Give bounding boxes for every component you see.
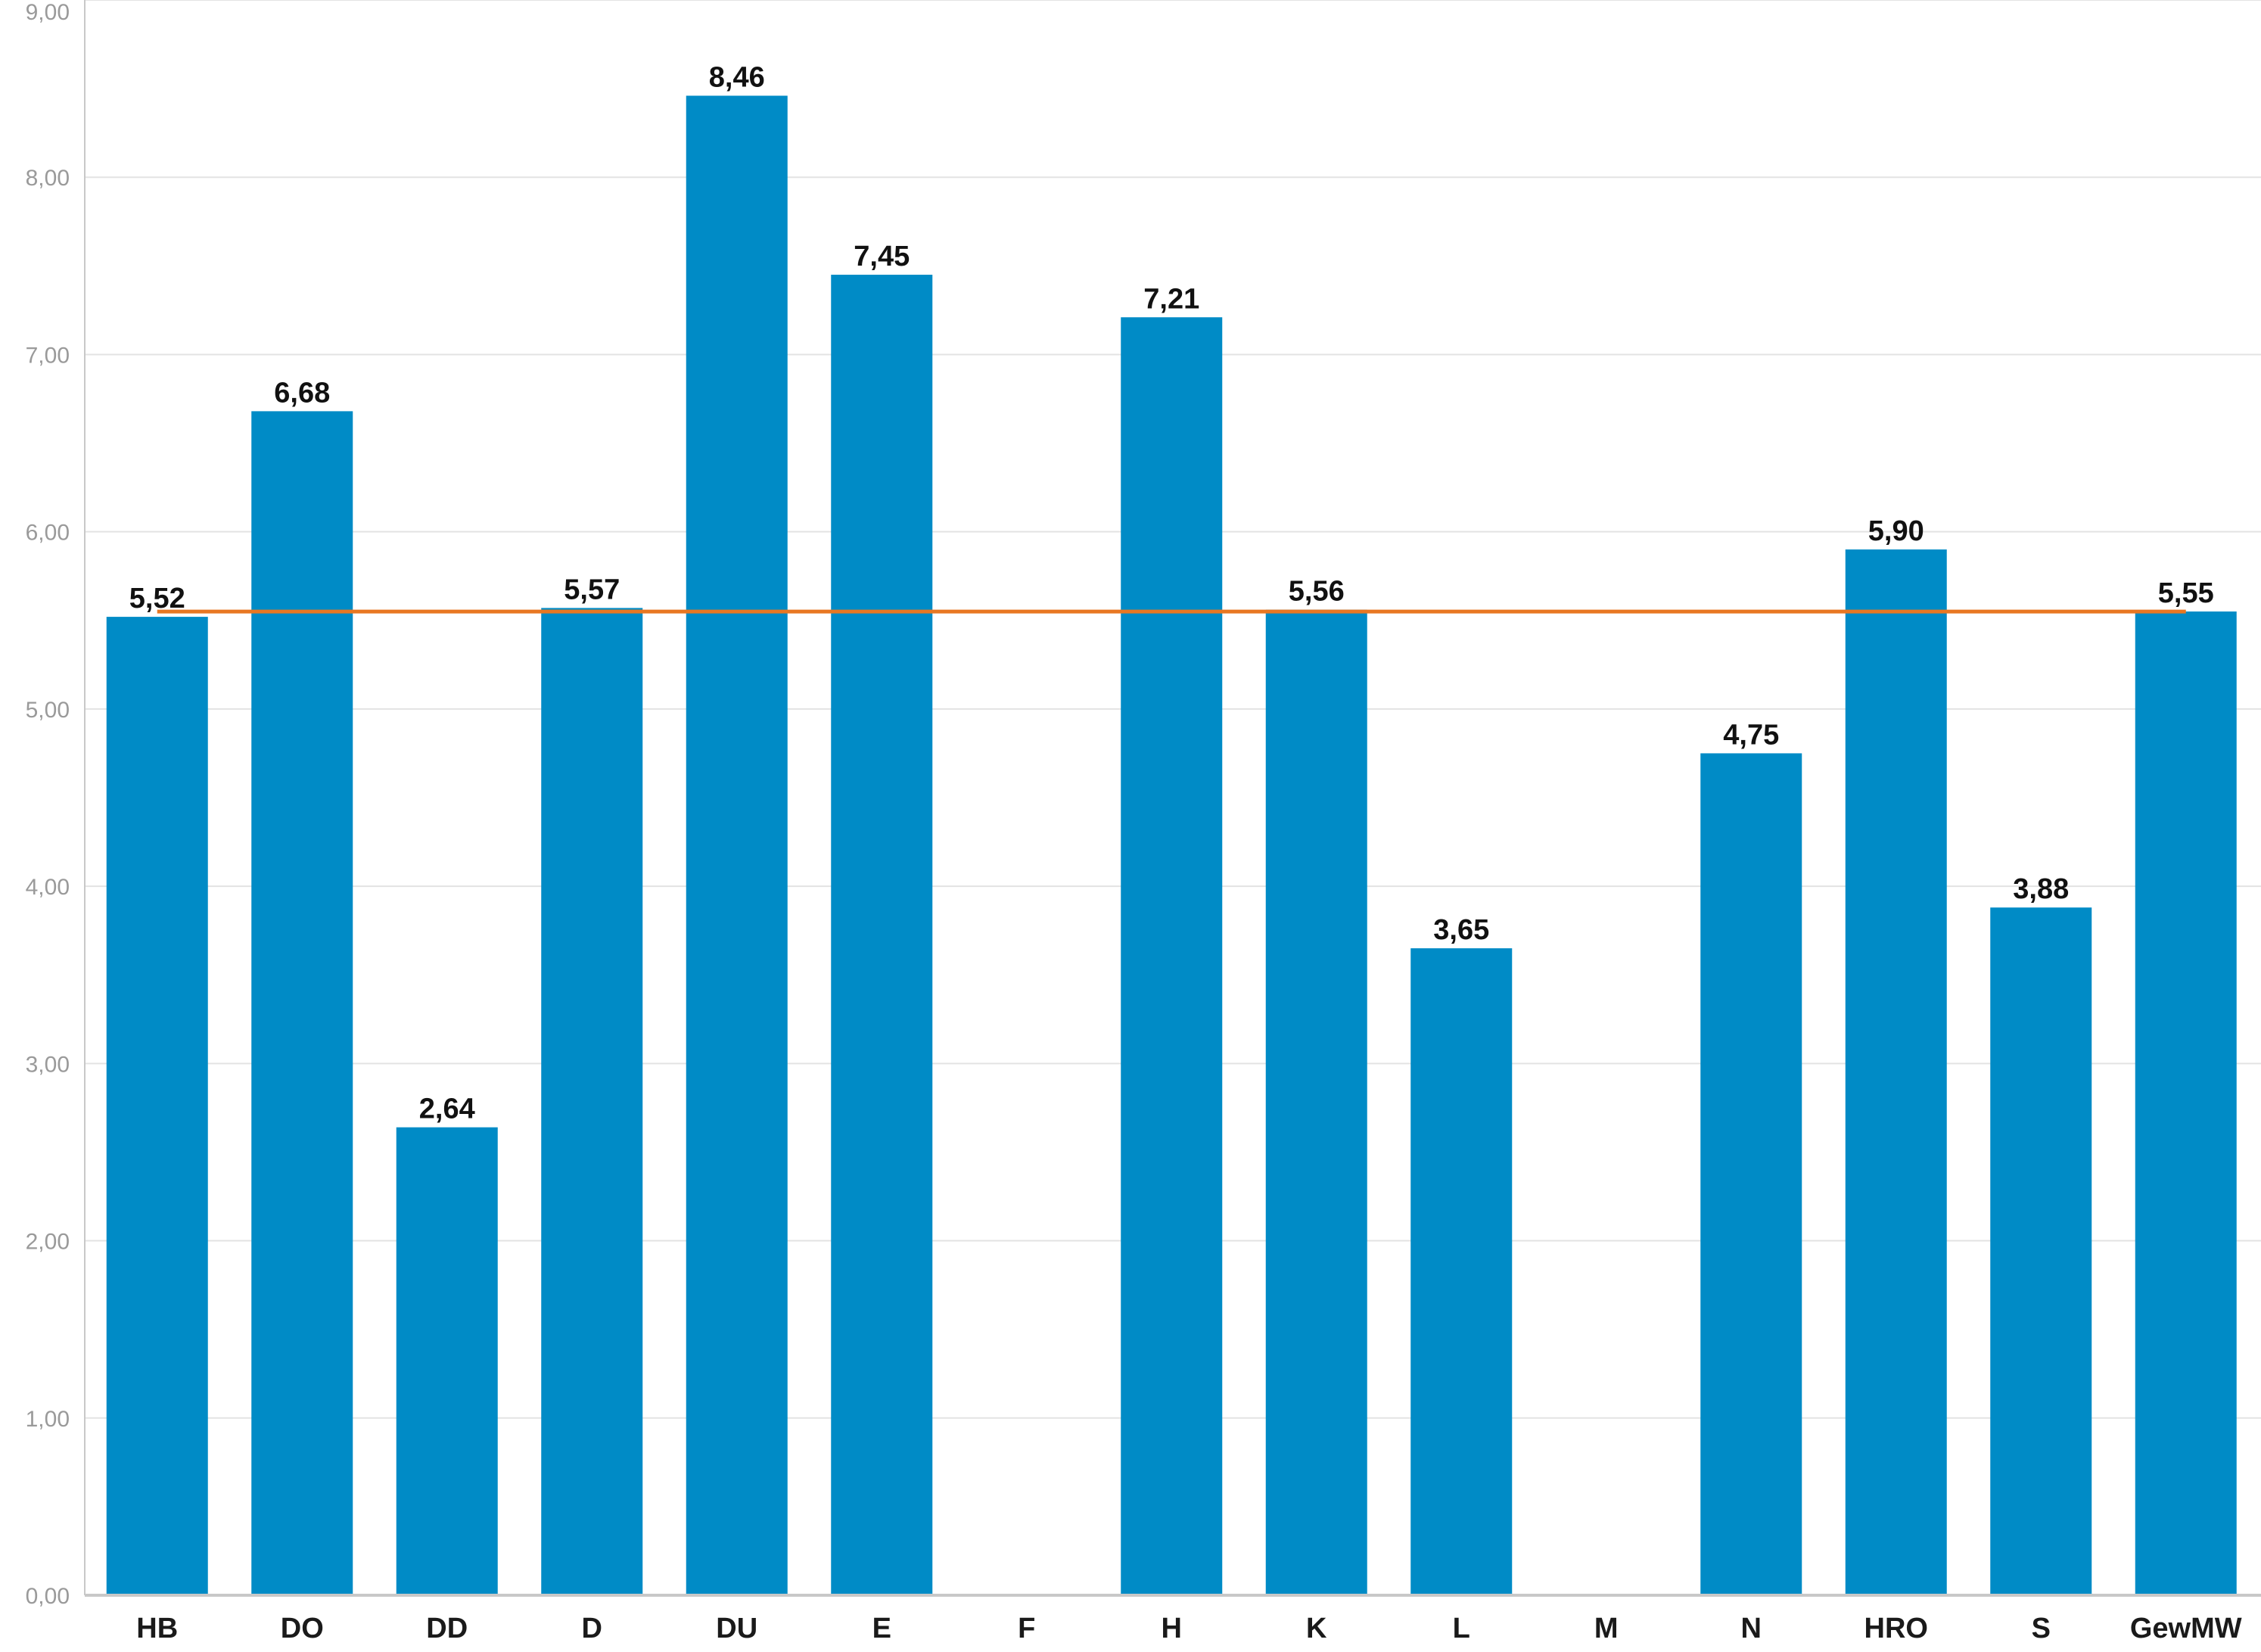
bar-hb — [106, 617, 208, 1596]
data-label: 2,64 — [419, 1094, 475, 1125]
x-tick-label: L — [1453, 1613, 1470, 1644]
y-tick-label: 7,00 — [26, 343, 70, 368]
y-tick-label: 1,00 — [26, 1407, 70, 1432]
x-tick-label: E — [872, 1613, 891, 1644]
data-label: 5,55 — [2158, 577, 2214, 609]
y-tick-label: 3,00 — [26, 1052, 70, 1077]
bar-k — [1265, 609, 1367, 1596]
y-tick-label: 4,00 — [26, 875, 70, 900]
data-label: 7,45 — [854, 241, 910, 272]
bar-l — [1410, 948, 1513, 1595]
x-tick-label: F — [1018, 1613, 1035, 1644]
data-label: 5,52 — [129, 583, 185, 614]
y-tick-label: 6,00 — [26, 521, 70, 546]
y-tick-label: 5,00 — [26, 698, 70, 723]
data-label: 5,57 — [564, 574, 620, 605]
bar-hro — [1845, 549, 1947, 1595]
x-tick-label: HRO — [1864, 1613, 1928, 1644]
data-label: 4,75 — [1723, 719, 1779, 751]
x-tick-label: N — [1741, 1613, 1762, 1644]
bar-h — [1121, 317, 1223, 1595]
bar-e — [831, 275, 933, 1595]
x-tick-label: DD — [426, 1613, 468, 1644]
x-tick-label: HB — [136, 1613, 178, 1644]
x-tick-label: K — [1306, 1613, 1327, 1644]
y-tick-label: 8,00 — [26, 166, 70, 191]
bar-do — [251, 411, 353, 1596]
bar-gewmw — [2135, 611, 2237, 1595]
data-label: 7,21 — [1143, 283, 1199, 315]
x-tick-label: DU — [716, 1613, 757, 1644]
x-tick-label: DO — [281, 1613, 324, 1644]
x-tick-label: S — [2032, 1613, 2051, 1644]
x-tick-label: GewMW — [2130, 1613, 2242, 1644]
data-label: 3,88 — [2013, 873, 2069, 905]
bar-n — [1700, 753, 1802, 1595]
bar-s — [1990, 907, 2092, 1595]
bar-du — [686, 95, 788, 1596]
x-tick-label: D — [582, 1613, 602, 1644]
data-label: 5,90 — [1868, 515, 1924, 547]
y-tick-label: 9,00 — [26, 0, 70, 25]
y-tick-label: 2,00 — [26, 1230, 70, 1255]
data-label: 5,56 — [1289, 576, 1345, 608]
x-tick-label: H — [1162, 1613, 1182, 1644]
data-label: 6,68 — [274, 377, 330, 409]
x-tick-label: M — [1594, 1613, 1619, 1644]
y-tick-label: 0,00 — [26, 1584, 70, 1609]
bar-d — [541, 608, 643, 1595]
data-label: 3,65 — [1433, 914, 1489, 946]
bar-dd — [396, 1127, 498, 1595]
data-label: 8,46 — [709, 61, 765, 93]
